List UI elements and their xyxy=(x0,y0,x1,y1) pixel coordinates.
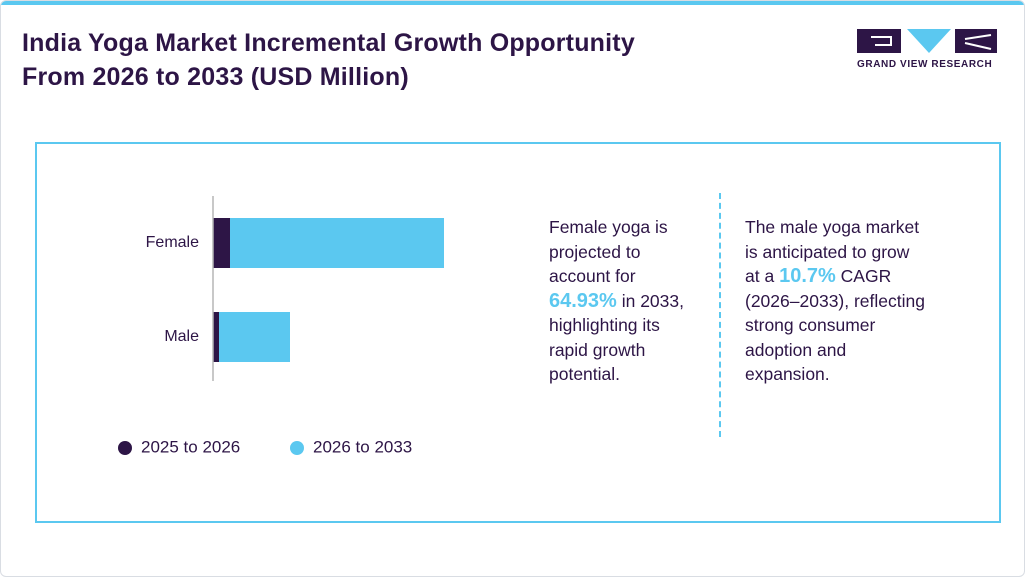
brand-name: GRAND VIEW RESEARCH xyxy=(857,59,993,70)
logo-block xyxy=(857,29,901,53)
legend-label: 2026 to 2033 xyxy=(313,437,412,456)
divider xyxy=(719,193,721,437)
title-line: From 2026 to 2033 (USD Million) xyxy=(22,63,409,91)
note-text: in 2033, highlighting its rapid growth p… xyxy=(549,290,684,385)
logo xyxy=(857,29,997,53)
note: Female yoga is projected to account for … xyxy=(549,215,699,387)
bar-segment xyxy=(230,218,444,268)
chart: Female Male 2025 to 2026 2026 to 2033 xyxy=(118,196,444,456)
legend-marker xyxy=(290,441,304,455)
legend-label: 2025 to 2026 xyxy=(141,437,240,456)
note-text: CAGR (2026–2033), reflecting strong cons… xyxy=(745,266,925,384)
note-highlight: 10.7% xyxy=(779,265,836,287)
top-bar xyxy=(1,1,1024,5)
content-frame xyxy=(35,142,1001,523)
bar-segment xyxy=(213,312,219,362)
title-line: India Yoga Market Incremental Growth Opp… xyxy=(22,29,635,57)
category-label: Female xyxy=(146,234,199,251)
logo-triangle xyxy=(907,29,951,53)
note-text: The male yoga market is anticipated to g… xyxy=(745,217,920,286)
logo-glyph xyxy=(871,36,892,46)
bar-segment xyxy=(213,218,230,268)
category-label: Male xyxy=(164,328,199,345)
bar-segment xyxy=(219,312,290,362)
legend-marker xyxy=(118,441,132,455)
note-text: Female yoga is projected to account for xyxy=(549,217,668,286)
note-highlight: 64.93% xyxy=(549,289,617,312)
note: The male yoga market is anticipated to g… xyxy=(745,215,925,387)
logo-glyph xyxy=(964,34,992,50)
